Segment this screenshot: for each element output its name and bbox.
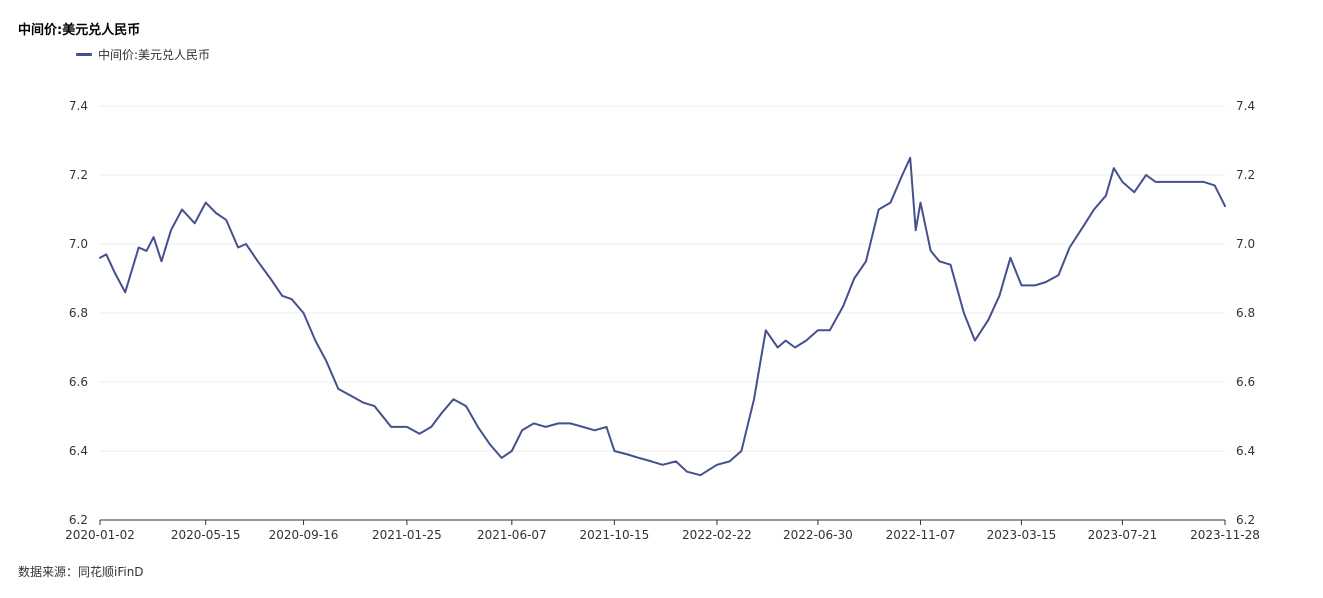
y-tick-label-left: 7.2	[69, 168, 88, 182]
y-tick-label-left: 6.8	[69, 306, 88, 320]
x-tick-label: 2022-06-30	[783, 528, 853, 542]
x-tick-label: 2020-09-16	[269, 528, 339, 542]
data-source: 数据来源：同花顺iFinD	[18, 565, 144, 579]
y-tick-label-right: 6.6	[1236, 375, 1255, 389]
y-tick-label-left: 7.4	[69, 99, 88, 113]
legend-label: 中间价:美元兑人民币	[98, 48, 211, 62]
x-tick-label: 2022-11-07	[886, 528, 956, 542]
y-tick-label-right: 7.2	[1236, 168, 1255, 182]
x-tick-label: 2023-07-21	[1088, 528, 1158, 542]
chart-title: 中间价:美元兑人民币	[18, 23, 141, 38]
y-tick-label-left: 6.6	[69, 375, 88, 389]
x-tick-label: 2020-05-15	[171, 528, 241, 542]
x-tick-label: 2021-10-15	[580, 528, 650, 542]
legend[interactable]: 中间价:美元兑人民币	[76, 46, 210, 63]
y-tick-label-right: 6.8	[1236, 306, 1255, 320]
x-tick-label: 2023-03-15	[987, 528, 1057, 542]
x-tick-label: 2022-02-22	[682, 528, 752, 542]
x-tick-label: 2020-01-02	[65, 528, 135, 542]
y-tick-label-right: 7.0	[1236, 237, 1255, 251]
x-tick-label: 2023-11-28	[1190, 528, 1260, 542]
y-tick-label-left: 6.2	[69, 513, 88, 527]
y-tick-label-left: 6.4	[69, 444, 88, 458]
legend-swatch	[76, 53, 92, 56]
y-tick-label-right: 7.4	[1236, 99, 1255, 113]
y-tick-label-right: 6.4	[1236, 444, 1255, 458]
x-tick-label: 2021-06-07	[477, 528, 547, 542]
x-tick-label: 2021-01-25	[372, 528, 442, 542]
y-tick-label-left: 7.0	[69, 237, 88, 251]
y-tick-label-right: 6.2	[1236, 513, 1255, 527]
series-line	[99, 156, 1226, 477]
